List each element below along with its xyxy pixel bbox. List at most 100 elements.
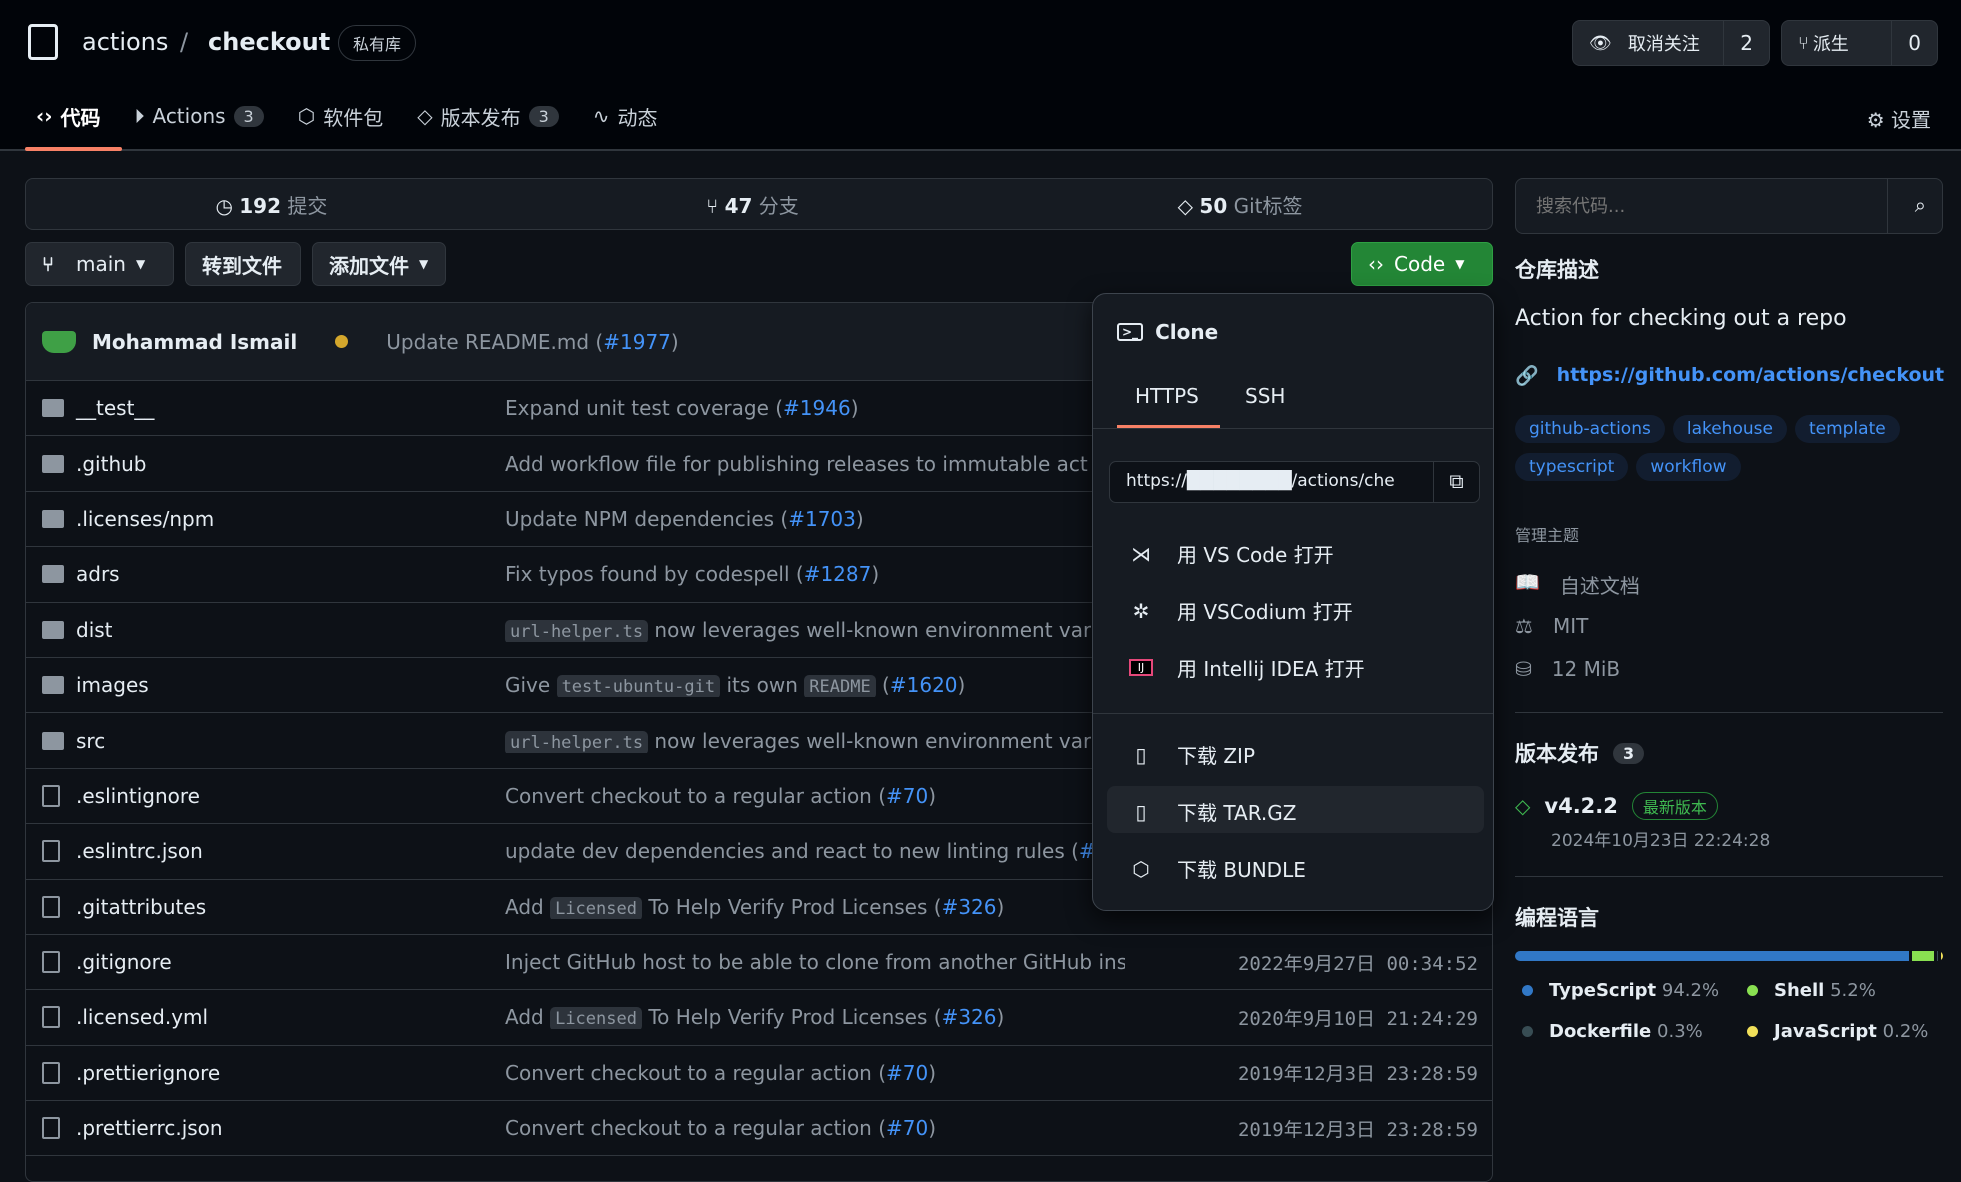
commit-message[interactable]: Add Licensed To Help Verify Prod License… (505, 895, 1004, 919)
copy-icon[interactable]: ⧉ (1433, 462, 1479, 502)
license-link[interactable]: ⚖ MIT (1515, 614, 1588, 638)
clone-url-field[interactable]: https://████████/actions/che ⧉ (1109, 461, 1480, 503)
language-item[interactable]: Shell 5.2% (1747, 980, 1942, 1001)
search-icon[interactable]: ⌕ (1914, 193, 1926, 217)
pr-link[interactable]: #1703 (788, 506, 856, 531)
file-name[interactable]: .licensed.yml (76, 1005, 209, 1030)
clone-url[interactable]: https://████████/actions/che (1126, 471, 1395, 491)
code-button[interactable]: ‹› Code ▼ (1351, 242, 1493, 286)
file-name[interactable]: .github (76, 451, 147, 476)
tab-https[interactable]: HTTPS (1135, 384, 1199, 408)
commit-message[interactable]: Fix typos found by codespell (#1287) (505, 562, 879, 586)
branches-link[interactable]: ⑂ 47 分支 (706, 190, 799, 219)
commit-message[interactable]: Convert checkout to a regular action (#7… (505, 784, 936, 808)
file-name[interactable]: dist (76, 617, 113, 642)
file-name[interactable]: .gitignore (76, 950, 172, 975)
commit-message[interactable]: url-helper.ts now leverages well-known e… (505, 729, 1091, 753)
table-row[interactable]: adrs Fix typos found by codespell (#1287) (26, 547, 1492, 603)
repo-name-link[interactable]: checkout (208, 28, 331, 56)
tab-actions[interactable]: ⏵ Actions 3 (134, 100, 264, 132)
commit-message[interactable]: Expand unit test coverage (#1946) (505, 396, 859, 420)
commit-message[interactable]: Convert checkout to a regular action (#7… (505, 1116, 936, 1140)
pr-link[interactable]: #1287 (803, 562, 872, 587)
table-row[interactable]: .licensed.yml Add Licensed To Help Verify… (26, 990, 1492, 1046)
tags-link[interactable]: ◇ 50 Git标签 (1178, 190, 1303, 219)
commit-message[interactable]: Update README.md (#1977) (386, 330, 678, 354)
table-row[interactable]: .github Add workflow file for publishing … (26, 436, 1492, 492)
download-zip[interactable]: ▯ 下载 ZIP (1129, 740, 1255, 769)
topic-tag[interactable]: template (1794, 415, 1900, 443)
manage-topics[interactable]: 管理主题 (1515, 526, 1580, 545)
file-name[interactable]: .gitattributes (76, 894, 207, 919)
table-row[interactable]: .prettierrc.json Convert checkout to a re… (26, 1101, 1492, 1157)
language-item[interactable]: Dockerfile 0.3% (1522, 1021, 1747, 1042)
releases-header[interactable]: 版本发布 3 (1515, 738, 1645, 768)
table-row[interactable]: images Give test-ubuntu-git its own READM… (26, 658, 1492, 714)
commit-message[interactable]: Convert checkout to a regular action (#7… (505, 1061, 936, 1085)
file-name[interactable]: images (76, 673, 149, 698)
latest-release[interactable]: ◇ v4.2.2 最新版本 (1515, 792, 1718, 820)
open-vscodium[interactable]: ✲ 用 VSCodium 打开 (1129, 596, 1353, 625)
tab-ssh[interactable]: SSH (1245, 384, 1286, 408)
table-row[interactable]: dist url-helper.ts now leverages well-kno… (26, 603, 1492, 658)
download-bundle[interactable]: ⬡ 下载 BUNDLE (1129, 854, 1306, 883)
file-name[interactable]: .eslintignore (76, 783, 200, 808)
readme-link[interactable]: 📖 自述文档 (1515, 570, 1640, 599)
language-item[interactable]: TypeScript 94.2% (1522, 980, 1747, 1001)
table-row[interactable]: .gitattributes Add Licensed To Help Verif… (26, 880, 1492, 935)
table-row[interactable]: __test__ Expand unit test coverage (#1946… (26, 381, 1492, 437)
commit-message[interactable]: update dev dependencies and react to new… (505, 839, 1108, 863)
file-name[interactable]: src (76, 728, 106, 753)
file-name[interactable]: .prettierignore (76, 1060, 221, 1085)
code-search[interactable]: ⌕ (1515, 178, 1943, 234)
branch-select[interactable]: ⑂ main ▼ (25, 242, 174, 286)
goto-file-button[interactable]: 转到文件 (185, 242, 301, 286)
owner-link[interactable]: actions (82, 28, 169, 56)
pr-link[interactable]: #1620 (889, 673, 958, 698)
table-row[interactable]: .eslintignore Convert checkout to a regul… (26, 769, 1492, 825)
pr-link[interactable]: #326 (941, 1005, 997, 1030)
file-name[interactable]: .eslintrc.json (76, 839, 203, 864)
open-intellij[interactable]: IJ 用 Intellij IDEA 打开 (1129, 653, 1365, 682)
message-text: ) (928, 1060, 937, 1085)
fork-button[interactable]: ⑂ 派生 0 (1781, 20, 1938, 66)
topic-tag[interactable]: workflow (1636, 453, 1741, 481)
file-name[interactable]: __test__ (76, 396, 155, 421)
pr-link[interactable]: #1946 (783, 396, 851, 421)
tab-releases[interactable]: ◇ 版本发布 3 (417, 100, 559, 132)
commits-link[interactable]: ◷ 192 提交 (215, 190, 327, 219)
tab-packages[interactable]: ⬡ 软件包 (298, 100, 383, 132)
website-link[interactable]: https://github.com/actions/checkout (1556, 364, 1945, 386)
pr-link[interactable]: #326 (941, 894, 997, 919)
pr-link[interactable]: #70 (886, 783, 929, 808)
commit-message[interactable]: url-helper.ts now leverages well-known e… (505, 618, 1091, 642)
tab-code[interactable]: ‹› 代码 (36, 100, 100, 132)
tab-pulse[interactable]: ∿ 动态 (593, 100, 658, 132)
commit-message[interactable]: Add workflow file for publishing release… (505, 452, 1088, 476)
commit-message[interactable]: Add Licensed To Help Verify Prod License… (505, 1005, 1004, 1030)
open-vscode[interactable]: ⋊ 用 VS Code 打开 (1129, 539, 1334, 568)
topic-tag[interactable]: typescript (1515, 453, 1629, 481)
file-name[interactable]: .prettierrc.json (76, 1116, 223, 1141)
table-row[interactable]: .licenses/npm Update NPM dependencies (#1… (26, 492, 1492, 548)
tab-settings[interactable]: ⚙ 设置 (1867, 104, 1931, 133)
watch-button[interactable]: 👁 取消关注 2 (1572, 20, 1770, 66)
table-row[interactable]: .gitignore Inject GitHub host to be able … (26, 935, 1492, 991)
commit-message[interactable]: Inject GitHub host to be able to clone f… (505, 950, 1125, 974)
commit-message[interactable]: Update NPM dependencies (#1703) (505, 507, 864, 531)
add-file-button[interactable]: 添加文件 ▼ (312, 242, 446, 286)
topic-tag[interactable]: github-actions (1515, 415, 1665, 443)
download-targz[interactable]: ▯ 下载 TAR.GZ (1129, 797, 1296, 826)
table-row[interactable]: src url-helper.ts now leverages well-know… (26, 713, 1492, 769)
pr-link[interactable]: #70 (886, 1116, 929, 1141)
commit-message[interactable]: Give test-ubuntu-git its own README (#16… (505, 673, 965, 698)
commit-author[interactable]: Mohammad Ismail (92, 329, 298, 354)
search-input[interactable] (1516, 179, 1888, 233)
file-name[interactable]: adrs (76, 562, 120, 587)
topic-tag[interactable]: lakehouse (1672, 415, 1787, 443)
pr-link[interactable]: #1977 (603, 329, 671, 354)
pr-link[interactable]: #70 (886, 1060, 929, 1085)
file-name[interactable]: .licenses/npm (76, 506, 215, 531)
language-item[interactable]: JavaScript 0.2% (1747, 1021, 1942, 1042)
table-row[interactable]: .prettierignore Convert checkout to a reg… (26, 1046, 1492, 1102)
